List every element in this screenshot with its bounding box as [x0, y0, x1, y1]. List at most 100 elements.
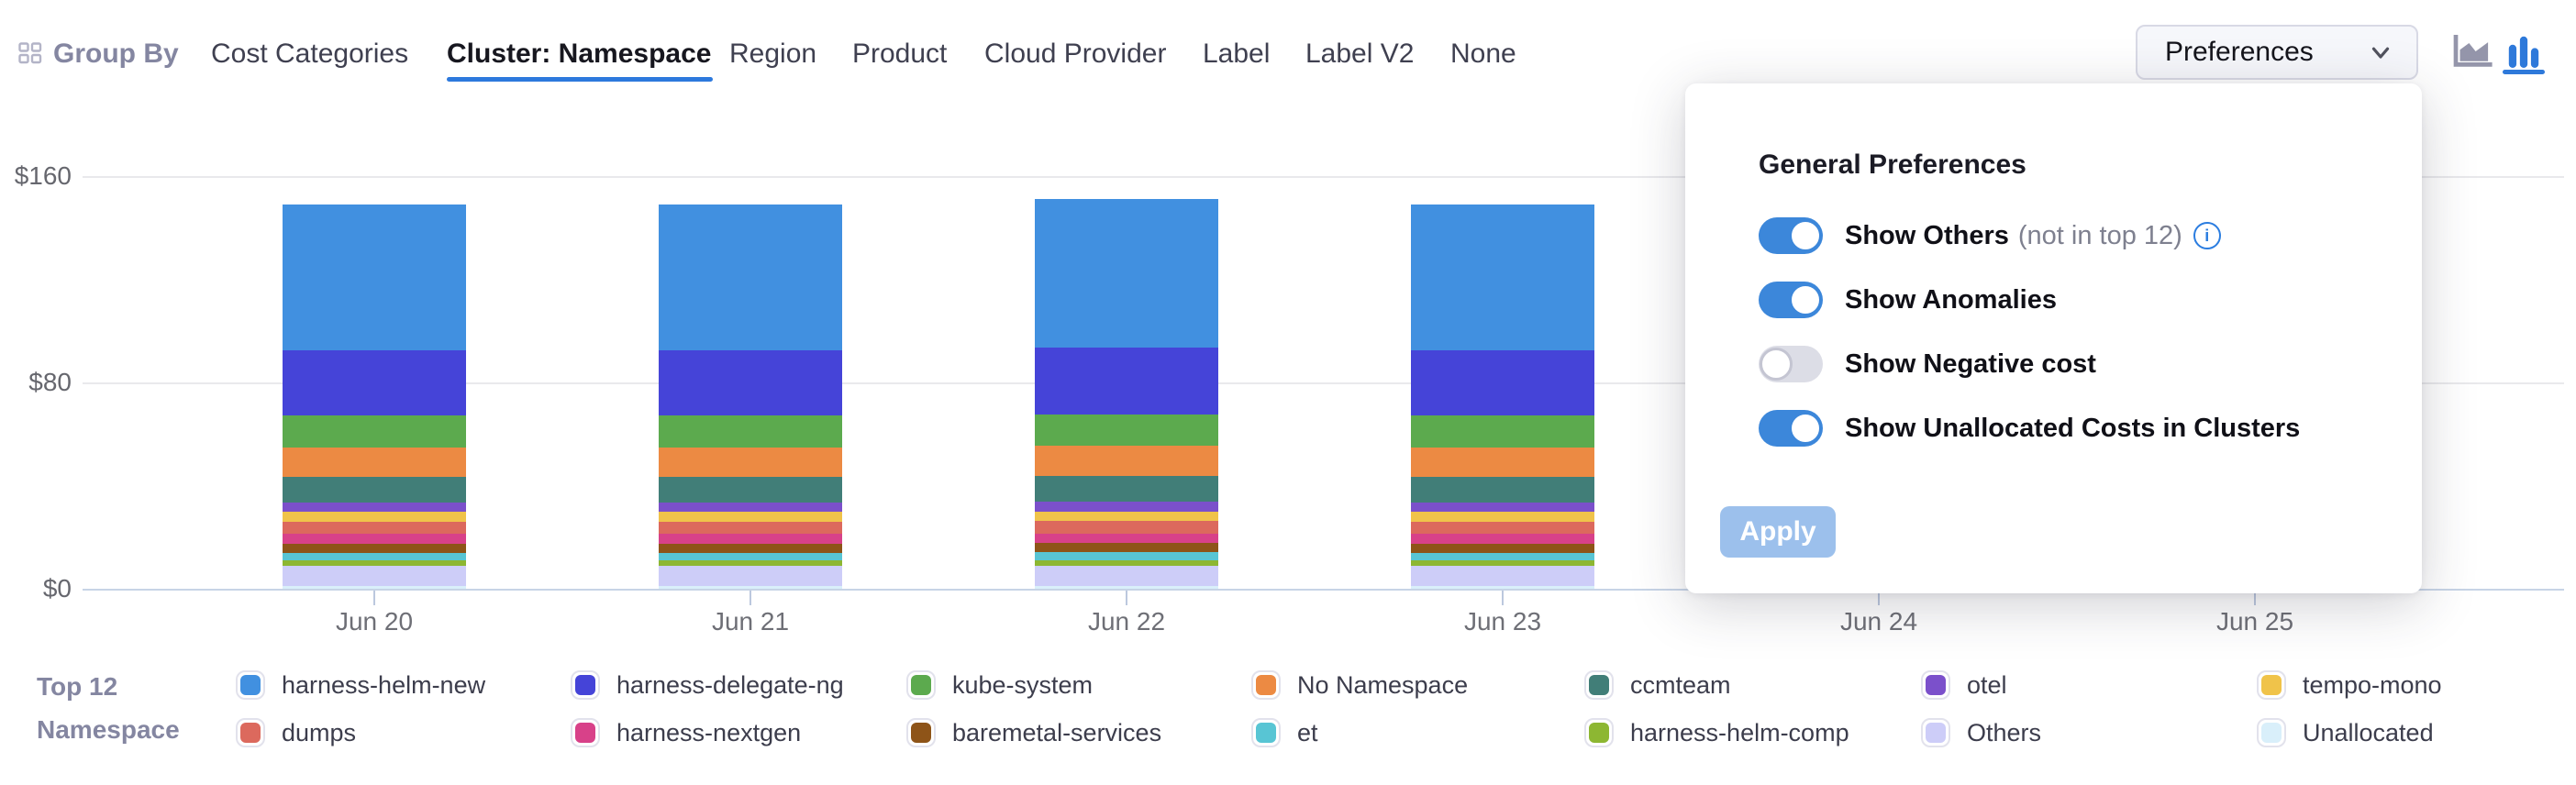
bar-segment-baremetal-services[interactable] [659, 543, 842, 553]
bar-segment-tempo-mono[interactable] [1411, 512, 1594, 522]
legend-item-dumps[interactable]: dumps [236, 718, 356, 747]
bar-segment-tempo-mono[interactable] [283, 512, 466, 522]
chevron-down-icon [2371, 47, 2390, 59]
bar-segment-others[interactable] [1035, 565, 1218, 586]
bar-segment-unallocated[interactable] [1411, 585, 1594, 589]
bar-segment-harness-helm-new[interactable] [659, 204, 842, 350]
bar-segment-et[interactable] [659, 552, 842, 561]
bar-segment-kube-system[interactable] [1035, 414, 1218, 447]
bar-segment-unallocated[interactable] [659, 585, 842, 589]
bar-segment-harness-helm-comp[interactable] [1411, 560, 1594, 566]
legend-item-kube-system[interactable]: kube-system [906, 670, 1093, 700]
bar-segment-otel[interactable] [283, 502, 466, 513]
tab-product[interactable]: Product [852, 39, 948, 69]
bar-segment-no-namespace[interactable] [1035, 446, 1218, 477]
bar-segment-otel[interactable] [1411, 502, 1594, 513]
bar-segment-unallocated[interactable] [283, 585, 466, 589]
bar-segment-otel[interactable] [659, 502, 842, 513]
bar-segment-dumps[interactable] [1035, 521, 1218, 534]
bar-segment-ccmteam[interactable] [1035, 476, 1218, 502]
legend-item-others[interactable]: Others [1921, 718, 2041, 747]
toggle-show-unallocated-costs-in-clusters[interactable] [1759, 410, 1823, 447]
bar-segment-harness-helm-new[interactable] [1035, 199, 1218, 348]
bar-segment-tempo-mono[interactable] [1035, 511, 1218, 522]
tab-cluster-namespace[interactable]: Cluster: Namespace [447, 39, 714, 82]
bar-segment-otel[interactable] [1035, 501, 1218, 512]
legend-label: et [1297, 718, 1318, 746]
preferences-dropdown-button[interactable]: Preferences [2136, 25, 2418, 80]
apply-button[interactable]: Apply [1720, 506, 1836, 558]
bar-segment-harness-delegate-ng[interactable] [1411, 349, 1594, 416]
legend-item-harness-nextgen[interactable]: harness-nextgen [571, 718, 801, 747]
legend-swatch [2257, 718, 2286, 747]
legend-item-harness-helm-new[interactable]: harness-helm-new [236, 670, 485, 700]
area-chart-icon[interactable] [2451, 35, 2493, 68]
bar-segment-harness-delegate-ng[interactable] [659, 349, 842, 416]
bar-segment-harness-helm-comp[interactable] [283, 560, 466, 566]
bar-segment-et[interactable] [1411, 552, 1594, 561]
legend-item-baremetal-services[interactable]: baremetal-services [906, 718, 1161, 747]
bar-segment-harness-helm-comp[interactable] [659, 560, 842, 566]
bar-segment-harness-helm-new[interactable] [283, 204, 466, 350]
bar-segment-no-namespace[interactable] [1411, 447, 1594, 477]
tab-cloud-provider[interactable]: Cloud Provider [984, 39, 1167, 69]
bar-segment-et[interactable] [283, 552, 466, 561]
tab-label[interactable]: Label [1203, 39, 1271, 69]
bar-segment-harness-helm-comp[interactable] [1035, 559, 1218, 566]
legend-item-et[interactable]: et [1251, 718, 1318, 747]
legend-swatch [906, 670, 936, 700]
legend-swatch [1251, 670, 1281, 700]
tab-region[interactable]: Region [729, 39, 817, 69]
legend-item-otel[interactable]: otel [1921, 670, 2007, 700]
bar-segment-no-namespace[interactable] [283, 447, 466, 477]
tab-label-v2[interactable]: Label V2 [1305, 39, 1415, 69]
bar-segment-no-namespace[interactable] [659, 447, 842, 477]
legend-label: baremetal-services [952, 718, 1162, 746]
bar-segment-kube-system[interactable] [283, 415, 466, 448]
legend-swatch [571, 718, 600, 747]
legend-item-harness-helm-comp[interactable]: harness-helm-comp [1584, 718, 1849, 747]
bar-segment-ccmteam[interactable] [283, 476, 466, 503]
legend-item-ccmteam[interactable]: ccmteam [1584, 670, 1731, 700]
bar-segment-harness-helm-new[interactable] [1411, 204, 1594, 350]
bar-segment-harness-nextgen[interactable] [1035, 533, 1218, 544]
bar-segment-baremetal-services[interactable] [1411, 543, 1594, 553]
x-tick-label: Jun 21 [711, 607, 790, 636]
bar-segment-unallocated[interactable] [1035, 585, 1218, 589]
bar-segment-tempo-mono[interactable] [659, 512, 842, 522]
bar-segment-others[interactable] [1411, 565, 1594, 586]
bar-chart-icon[interactable] [2503, 35, 2545, 68]
legend-item-harness-delegate-ng[interactable]: harness-delegate-ng [571, 670, 844, 700]
preferences-panel: General Preferences Show Others (not in t… [1685, 83, 2422, 593]
tab-cost-categories[interactable]: Cost Categories [211, 39, 409, 69]
bar-segment-ccmteam[interactable] [659, 476, 842, 503]
bar-segment-harness-nextgen[interactable] [283, 534, 466, 544]
legend-item-unallocated[interactable]: Unallocated [2257, 718, 2434, 747]
legend-item-no-namespace[interactable]: No Namespace [1251, 670, 1468, 700]
bar-segment-harness-delegate-ng[interactable] [1035, 347, 1218, 415]
legend-swatch [571, 670, 600, 700]
toggle-label: Show Unallocated Costs in Clusters [1845, 413, 2301, 443]
bar-segment-harness-nextgen[interactable] [659, 534, 842, 544]
bar-segment-dumps[interactable] [1411, 521, 1594, 535]
bar-segment-others[interactable] [659, 565, 842, 586]
bar-segment-baremetal-services[interactable] [1035, 543, 1218, 553]
bar-segment-et[interactable] [1035, 552, 1218, 560]
bar-segment-kube-system[interactable] [1411, 415, 1594, 448]
bar-segment-harness-nextgen[interactable] [1411, 534, 1594, 544]
bar-segment-dumps[interactable] [283, 521, 466, 535]
tab-none[interactable]: None [1450, 39, 1516, 69]
toggle-show-others[interactable] [1759, 217, 1823, 254]
toggle-show-negative-cost[interactable] [1759, 346, 1823, 382]
legend-swatch [906, 718, 936, 747]
bar-segment-baremetal-services[interactable] [283, 543, 466, 553]
legend-item-tempo-mono[interactable]: tempo-mono [2257, 670, 2442, 700]
bar-segment-kube-system[interactable] [659, 415, 842, 448]
bar-segment-dumps[interactable] [659, 521, 842, 535]
bar-segment-others[interactable] [283, 565, 466, 586]
legend-swatch [1921, 670, 1950, 700]
bar-segment-harness-delegate-ng[interactable] [283, 349, 466, 416]
bar-segment-ccmteam[interactable] [1411, 476, 1594, 503]
toggle-show-anomalies[interactable] [1759, 282, 1823, 318]
info-icon[interactable]: i [2193, 222, 2221, 249]
